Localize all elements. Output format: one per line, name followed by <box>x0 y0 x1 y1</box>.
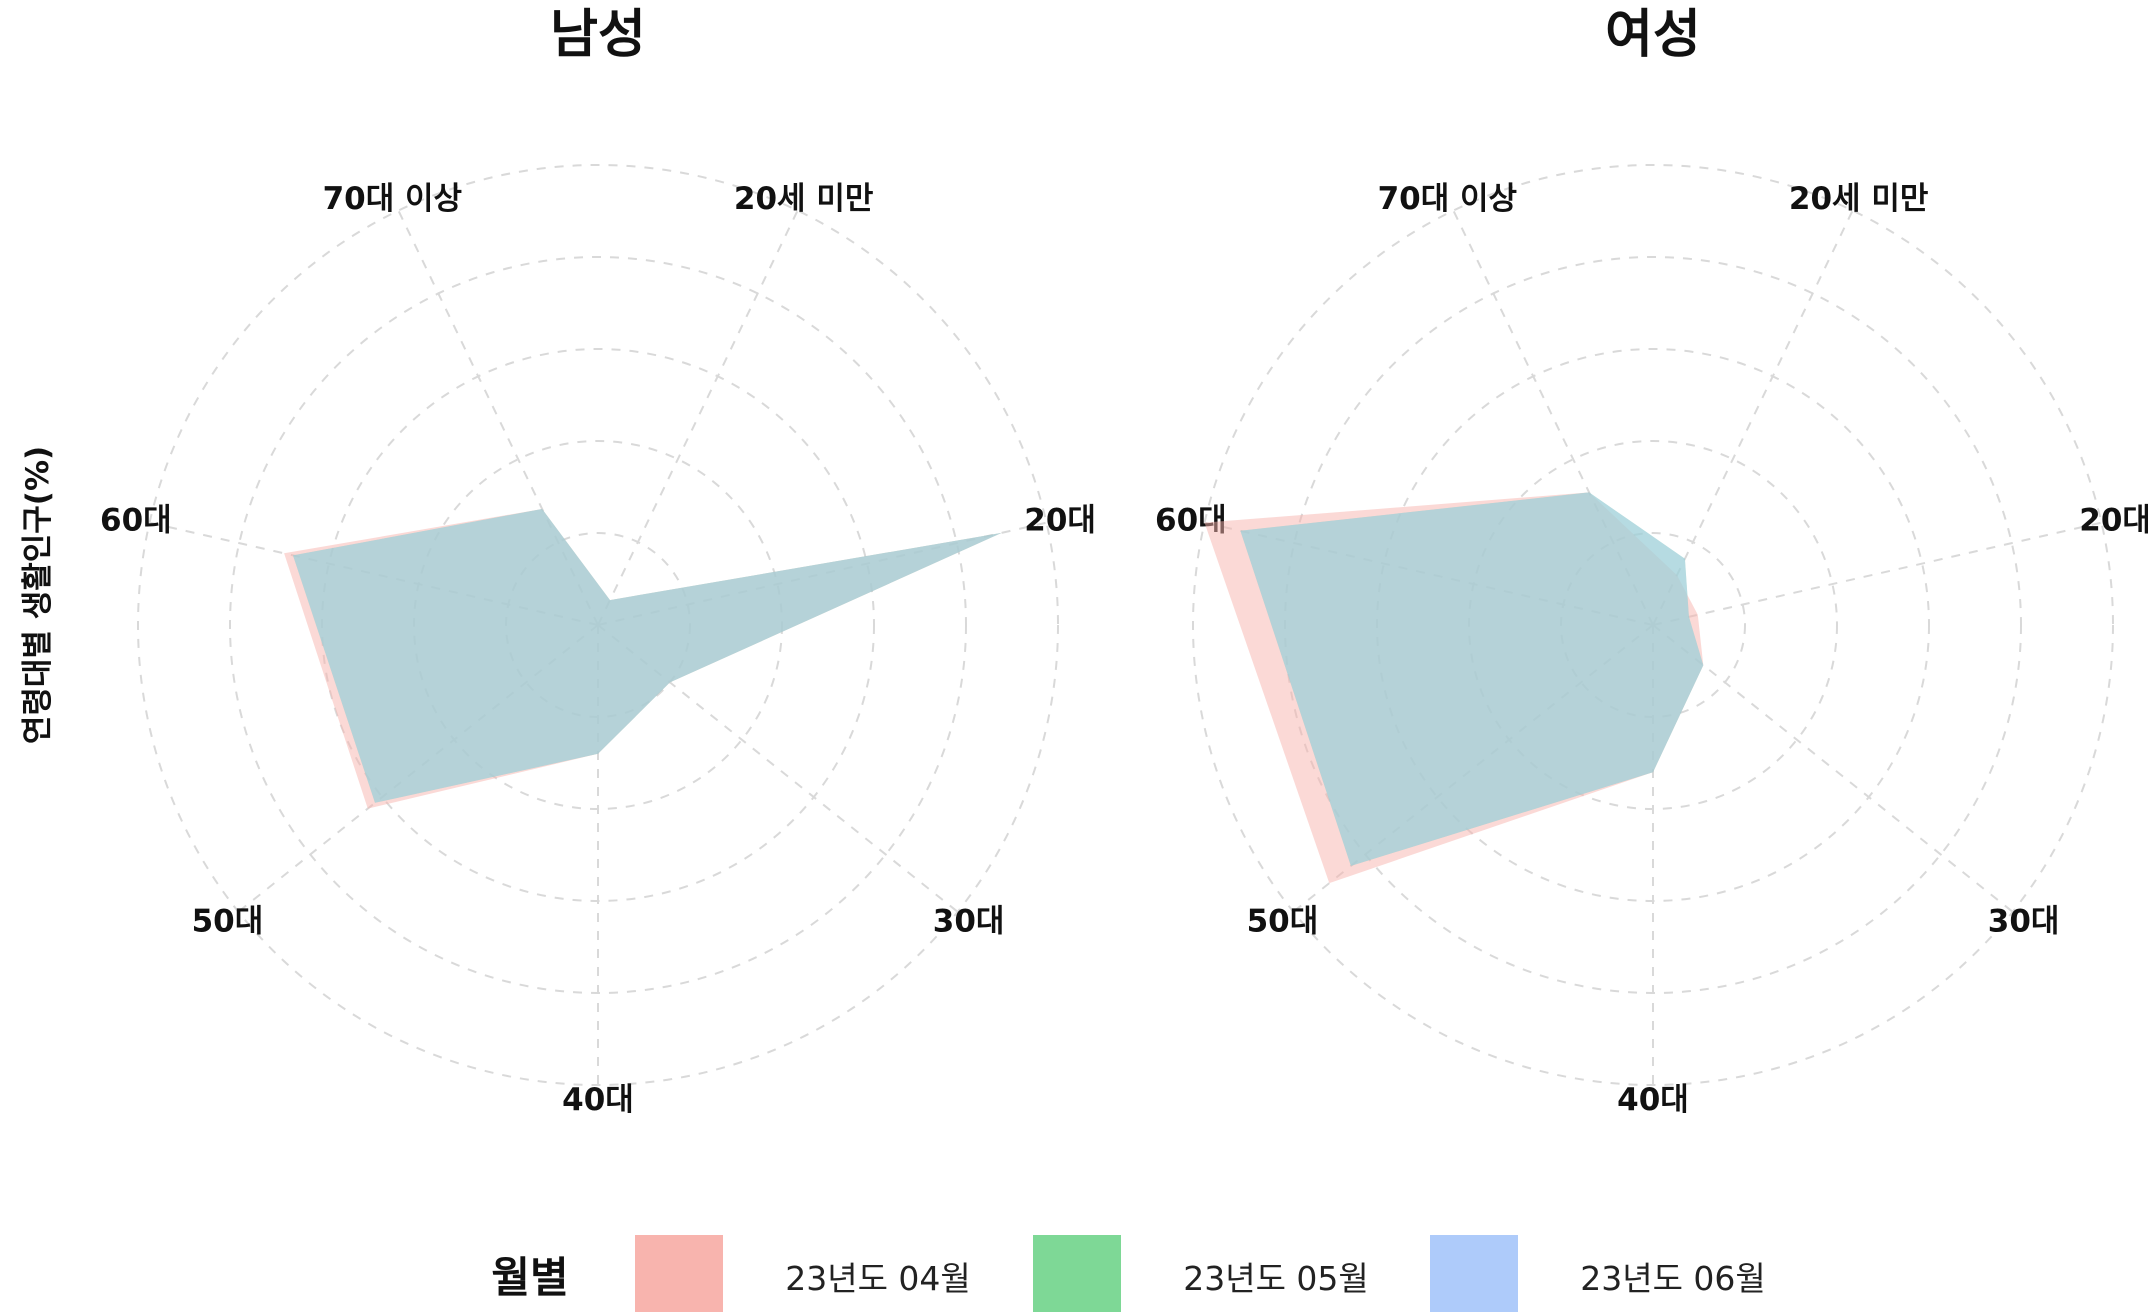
legend: 월별 23년도 04월 23년도 05월 23년도 06월 <box>491 1235 1766 1312</box>
grid-ring <box>137 164 1059 1086</box>
axis-label: 70대 이상 <box>323 181 463 217</box>
legend-title: 월별 <box>491 1253 568 1302</box>
grid-ring <box>1192 164 2114 1086</box>
axis-label: 50대 <box>192 904 264 940</box>
legend-label: 23년도 06월 <box>1580 1259 1766 1298</box>
axis-label: 40대 <box>1617 1082 1689 1118</box>
axis-label: 70대 이상 <box>1378 181 1518 217</box>
axis-label: 20대 <box>1024 503 1096 539</box>
axis-label: 60대 <box>100 503 172 539</box>
axis-label: 20세 미만 <box>734 181 874 217</box>
grid-spoke <box>597 210 799 626</box>
axis-label: 30대 <box>1988 904 2060 940</box>
axis-label: 20세 미만 <box>1789 181 1929 217</box>
grid-spoke <box>1652 624 2014 913</box>
legend-label: 23년도 05월 <box>1183 1259 1369 1298</box>
grid-spoke <box>1652 210 1854 626</box>
legend-label: 23년도 04월 <box>785 1259 971 1298</box>
radar-panel-1: 20세 미만 20대 30대 40대 50대 60대 70대 이상 남성 <box>100 5 1096 1118</box>
axis-label: 30대 <box>933 904 1005 940</box>
y-axis-label: 연령대별 생활인구(%) <box>20 446 56 744</box>
series-area <box>293 509 1002 803</box>
panel-title: 남성 <box>550 5 646 65</box>
grid-spoke <box>1652 521 2102 626</box>
legend-swatch <box>635 1235 723 1312</box>
axis-label: 50대 <box>1247 904 1319 940</box>
series-area <box>1240 492 1704 866</box>
radar-panels: 20세 미만 20대 30대 40대 50대 60대 70대 이상 남성 20세 미만 20대 30… <box>100 5 2148 1118</box>
panel-title: 여성 <box>1605 5 1701 65</box>
legend-swatch <box>1430 1235 1518 1312</box>
axis-label: 40대 <box>562 1082 634 1118</box>
legend-swatch <box>1033 1235 1121 1312</box>
axis-label: 20대 <box>2079 503 2148 539</box>
